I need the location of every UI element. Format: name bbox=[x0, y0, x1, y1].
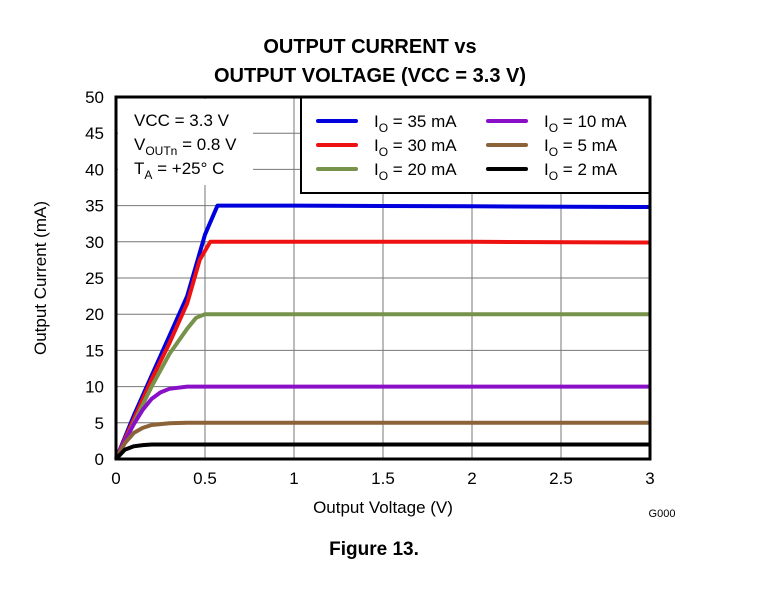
x-tick-label: 3 bbox=[645, 469, 654, 488]
legend-label: IO = 2 mA bbox=[544, 160, 618, 183]
y-tick-label: 50 bbox=[85, 88, 104, 107]
legend-label-subscript: O bbox=[379, 169, 388, 183]
annotation-line: VCC = 3.3 V bbox=[134, 111, 230, 130]
legend-label-subscript: O bbox=[379, 121, 388, 135]
y-tick-label: 40 bbox=[85, 160, 104, 179]
series-line bbox=[114, 442, 650, 461]
legend-label-subscript: O bbox=[549, 145, 558, 159]
y-tick-label: 5 bbox=[95, 414, 104, 433]
y-tick-label: 0 bbox=[95, 450, 104, 469]
series-line bbox=[114, 420, 650, 460]
legend-label-subscript: O bbox=[549, 169, 558, 183]
annotation-subscript: A bbox=[144, 168, 152, 182]
chart-title-line-2: OUTPUT VOLTAGE (VCC = 3.3 V) bbox=[214, 65, 526, 87]
legend-label: IO = 35 mA bbox=[374, 112, 457, 135]
y-axis-label: Output Current (mA) bbox=[31, 201, 50, 355]
y-tick-label: 35 bbox=[85, 197, 104, 216]
figure-caption: Figure 13. bbox=[329, 539, 419, 560]
series-line bbox=[114, 384, 650, 460]
series-line bbox=[114, 312, 650, 460]
legend-label-subscript: O bbox=[379, 145, 388, 159]
annotation-main: T bbox=[134, 159, 144, 178]
y-tick-label: 45 bbox=[85, 124, 104, 143]
figure-code: G000 bbox=[649, 508, 676, 520]
legend-label: IO = 10 mA bbox=[544, 112, 627, 135]
y-tick-label: 25 bbox=[85, 269, 104, 288]
legend-label-rest: = 35 mA bbox=[388, 112, 457, 131]
legend-label-rest: = 30 mA bbox=[388, 136, 457, 155]
series-line bbox=[114, 239, 651, 460]
x-tick-label: 1 bbox=[289, 469, 298, 488]
legend-label-subscript: O bbox=[549, 121, 558, 135]
y-tick-label: 15 bbox=[85, 341, 104, 360]
legend-label: IO = 30 mA bbox=[374, 136, 457, 159]
annotation-main: V bbox=[134, 135, 146, 154]
legend-label-main: I bbox=[374, 160, 379, 179]
series-group bbox=[114, 203, 651, 461]
x-tick-label: 1.5 bbox=[371, 469, 395, 488]
legend-label-main: I bbox=[374, 112, 379, 131]
x-tick-label: 0 bbox=[111, 469, 120, 488]
plot-frame bbox=[114, 95, 652, 461]
legend-label-rest: = 20 mA bbox=[388, 160, 457, 179]
legend-label-main: I bbox=[374, 136, 379, 155]
y-tick-label: 30 bbox=[85, 233, 104, 252]
x-tick-label: 2.5 bbox=[549, 469, 573, 488]
legend-label-rest: = 5 mA bbox=[558, 136, 618, 155]
y-tick-label: 20 bbox=[85, 305, 104, 324]
legend-label: IO = 20 mA bbox=[374, 160, 457, 183]
y-tick-label: 10 bbox=[85, 378, 104, 397]
legend-label-main: I bbox=[544, 136, 549, 155]
annotation-main: VCC = 3.3 V bbox=[134, 111, 230, 130]
x-axis-label: Output Voltage (V) bbox=[313, 498, 453, 517]
x-tick-label: 0.5 bbox=[193, 469, 217, 488]
legend-label: IO = 5 mA bbox=[544, 136, 618, 159]
annotation-rest: = 0.8 V bbox=[177, 135, 237, 154]
annotation-subscript: OUTn bbox=[145, 144, 177, 158]
annotation-background bbox=[118, 99, 253, 185]
annotation-line: TA = +25° C bbox=[134, 159, 224, 182]
legend-label-main: I bbox=[544, 112, 549, 131]
legend-label-rest: = 2 mA bbox=[558, 160, 618, 179]
annotation-line: VOUTn = 0.8 V bbox=[134, 135, 237, 158]
x-tick-label: 2 bbox=[467, 469, 476, 488]
chart-title-line-1: OUTPUT CURRENT vs bbox=[263, 36, 476, 58]
legend-label-main: I bbox=[544, 160, 549, 179]
annotation-rest: = +25° C bbox=[152, 159, 224, 178]
legend-label-rest: = 10 mA bbox=[558, 112, 627, 131]
